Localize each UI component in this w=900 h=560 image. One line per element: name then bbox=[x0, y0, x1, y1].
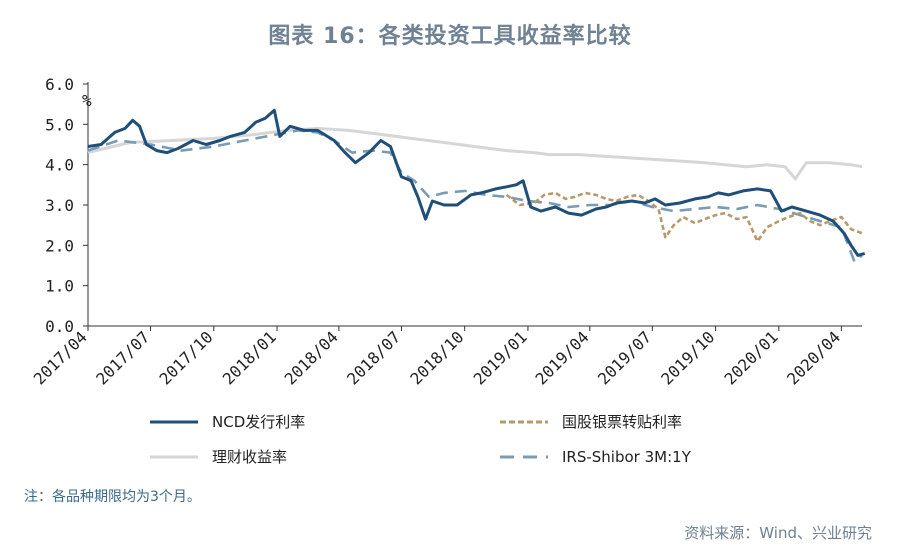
y-tick-label: 4.0 bbox=[45, 156, 74, 175]
x-tick-label: 2018/01 bbox=[219, 327, 280, 388]
x-tick-label: 2019/04 bbox=[532, 327, 593, 388]
chart-title: 图表 16：各类投资工具收益率比较 bbox=[268, 24, 632, 49]
x-tick-label: 2019/01 bbox=[470, 327, 531, 388]
chart-axes: 0.0 1.0 2.0 3.0 4.0 5.0 6.0 2017/04 2017/07 2017/… bbox=[30, 75, 862, 389]
x-tick-label: 2017/04 bbox=[30, 327, 91, 388]
x-tick-label: 2018/04 bbox=[281, 327, 342, 388]
y-tick-label: 2.0 bbox=[45, 236, 74, 255]
x-tick-label: 2018/07 bbox=[343, 327, 404, 388]
legend-label-1: 国股银票转贴利率 bbox=[562, 413, 682, 431]
y-tick-label: 1.0 bbox=[45, 277, 74, 296]
footnote: 注：各品种期限均为3个月。 bbox=[24, 489, 201, 505]
legend-label-2: 理财收益率 bbox=[212, 448, 287, 466]
x-tick-label: 2020/04 bbox=[783, 327, 844, 388]
y-tick-label: 0.0 bbox=[45, 317, 74, 336]
y-tick-label: 5.0 bbox=[45, 115, 74, 134]
y-tick-label: 3.0 bbox=[45, 196, 74, 215]
y-unit-label: % bbox=[82, 91, 92, 110]
x-tick-label: 2019/10 bbox=[657, 327, 718, 388]
x-tick-label: 2020/01 bbox=[721, 327, 782, 388]
series-line-0 bbox=[87, 108, 866, 257]
x-tick-label: 2018/10 bbox=[406, 327, 467, 388]
legend-label-3: IRS-Shibor 3M:1Y bbox=[562, 448, 692, 466]
x-tick-label: 2019/07 bbox=[594, 327, 655, 388]
x-tick-label: 2017/07 bbox=[92, 327, 153, 388]
source-text: 资料来源：Wind、兴业研究 bbox=[684, 524, 872, 542]
x-tick-label: 2017/10 bbox=[156, 327, 217, 388]
series-layer bbox=[87, 108, 866, 263]
series-line-3 bbox=[87, 129, 863, 263]
series-line-1 bbox=[505, 191, 863, 243]
series-line-2 bbox=[87, 126, 863, 181]
legend-label-0: NCD发行利率 bbox=[212, 413, 305, 431]
y-tick-label: 6.0 bbox=[45, 75, 74, 94]
